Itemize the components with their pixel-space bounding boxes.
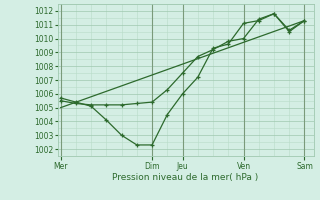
X-axis label: Pression niveau de la mer( hPa ): Pression niveau de la mer( hPa ) [112,173,259,182]
